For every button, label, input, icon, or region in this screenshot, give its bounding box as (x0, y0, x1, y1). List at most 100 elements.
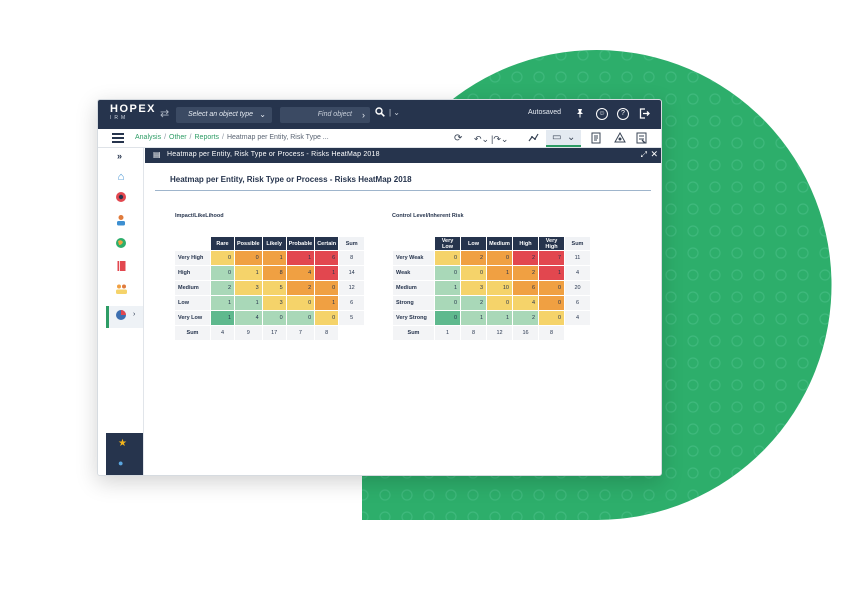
heatmap-cell[interactable]: 1 (210, 310, 235, 326)
find-object-input[interactable]: Find object › (280, 107, 370, 123)
heatmap-cell[interactable]: 0 (234, 250, 263, 266)
heatmap-cell[interactable]: 7 (538, 250, 565, 266)
heatmap-column-sum: 16 (512, 325, 539, 341)
book-icon[interactable] (106, 260, 136, 278)
heatmap-cell[interactable]: 2 (512, 265, 539, 281)
heatmap-cell[interactable]: 2 (285, 280, 316, 296)
heatmap-row: Very Low 1 4 0 0 0 5 (174, 310, 366, 326)
breadcrumb-other[interactable]: Other (169, 134, 187, 141)
close-icon[interactable]: ✕ (650, 149, 658, 159)
heatmap-cell[interactable]: 0 (314, 280, 340, 296)
star-icon[interactable]: ★ (118, 438, 127, 449)
report-icon[interactable] (636, 132, 647, 146)
heatmap-cell[interactable]: 1 (285, 250, 316, 266)
swap-icon[interactable]: ⇄ (160, 108, 170, 120)
heatmap-column-header: Likely (261, 236, 287, 251)
heatmap-cell[interactable]: 0 (210, 265, 235, 281)
heatmap-cell[interactable]: 1 (234, 295, 263, 311)
heatmap-column-header: Medium (486, 236, 513, 251)
heatmap-cell[interactable]: 1 (234, 265, 263, 281)
hopex-logo[interactable]: HOPEX IRM (110, 104, 156, 121)
search-options-chevron-icon[interactable]: | ⌄ (389, 108, 401, 117)
pin-icon[interactable] (574, 108, 586, 120)
heatmap-cell[interactable]: 5 (261, 280, 287, 296)
heatmap-cell[interactable]: 3 (261, 295, 287, 311)
heatmap-cell[interactable]: 8 (261, 265, 287, 281)
heatmap-cell[interactable]: 1 (486, 310, 513, 326)
heatmap-cell[interactable]: 1 (314, 265, 340, 281)
logout-icon[interactable] (638, 108, 650, 120)
heatmap-cell[interactable]: 2 (512, 250, 539, 266)
heatmap-cell[interactable]: 4 (512, 295, 539, 311)
people-icon[interactable] (106, 283, 136, 301)
world-icon[interactable]: ● (118, 458, 124, 468)
heatmap-cell[interactable]: 2 (210, 280, 235, 296)
sidebar-item-analysis[interactable]: › (106, 306, 143, 328)
heatmap-corner (393, 237, 435, 251)
heatmap-cell[interactable]: 4 (234, 310, 263, 326)
heatmap-cell[interactable]: 1 (210, 295, 235, 311)
heatmap-cell[interactable]: 2 (512, 310, 539, 326)
refresh-icon[interactable]: ⟳ (454, 133, 463, 144)
collapse-sidebar-icon[interactable]: » (117, 151, 123, 161)
heatmap-cell[interactable]: 3 (460, 280, 487, 296)
user-icon[interactable]: ☺ (596, 108, 608, 120)
heatmap-cell[interactable]: 4 (285, 265, 316, 281)
heatmap-cell[interactable]: 0 (285, 295, 316, 311)
heatmap-cell[interactable]: 0 (538, 310, 565, 326)
heatmap-row-label: Medium (174, 280, 211, 296)
heatmap-sum-corner (339, 326, 365, 341)
risk-icon[interactable] (106, 191, 136, 209)
document-icon: ▤ (153, 150, 161, 159)
graph-icon[interactable] (528, 132, 539, 146)
heatmap-cell[interactable]: 10 (486, 280, 513, 296)
heatmap-sum-corner (565, 326, 591, 341)
heatmap-cell[interactable]: 0 (434, 250, 461, 266)
undo-icon[interactable]: ↶⌄ (474, 134, 490, 144)
heatmap-cell[interactable]: 1 (314, 295, 340, 311)
heatmap-cell[interactable]: 0 (314, 310, 340, 326)
heatmap-cell[interactable]: 2 (460, 250, 487, 266)
heatmap-sum-row-label: Sum (174, 325, 211, 341)
view-icon[interactable]: ▭ ⌄ (546, 130, 582, 147)
breadcrumb-analysis[interactable]: Analysis (135, 134, 162, 141)
heatmap-cell[interactable]: 0 (434, 265, 461, 281)
heatmap-cell[interactable]: 6 (512, 280, 539, 296)
menu-icon[interactable] (112, 133, 124, 143)
heatmap-cell[interactable]: 0 (285, 310, 316, 326)
home-icon[interactable]: ⌂ (117, 171, 125, 183)
heatmap-cell[interactable]: 1 (486, 265, 513, 281)
heatmap-cell[interactable]: 0 (486, 295, 513, 311)
breadcrumb-reports[interactable]: Reports (194, 134, 220, 141)
app-window: HOPEX IRM ⇄ Select an object type ⌄ Find… (97, 99, 662, 476)
search-icon[interactable] (375, 107, 385, 120)
heatmap-cell[interactable]: 0 (434, 295, 461, 311)
heatmap-cell[interactable]: 0 (210, 250, 235, 266)
heatmap-cell[interactable]: 0 (486, 250, 513, 266)
globe-icon[interactable] (106, 237, 136, 255)
network-icon[interactable] (614, 131, 626, 146)
heatmap-cell[interactable]: 6 (314, 250, 340, 266)
help-icon[interactable]: ? (617, 108, 629, 120)
heatmap-cell[interactable]: 2 (460, 295, 487, 311)
chevron-right-icon[interactable]: › (362, 110, 365, 120)
heatmap-cell[interactable]: 1 (460, 310, 487, 326)
heatmap-cell[interactable]: 0 (538, 295, 565, 311)
redo-icon[interactable]: |↷⌄ (491, 134, 509, 144)
heatmap-cell[interactable]: 0 (538, 280, 565, 296)
heatmap-cell[interactable]: 0 (434, 310, 461, 326)
heatmap-cell[interactable]: 0 (460, 265, 487, 281)
heatmap-cell[interactable]: 1 (434, 280, 461, 296)
heatmap-cell[interactable]: 1 (261, 250, 287, 266)
edit-report-icon[interactable] (591, 132, 602, 146)
object-type-select[interactable]: Select an object type ⌄ (176, 107, 272, 123)
heatmap2-label: Control Level/Inherent Risk (392, 213, 464, 219)
person-icon[interactable] (106, 214, 136, 232)
expand-icon[interactable]: ⤢ (640, 150, 647, 159)
breadcrumb-current: Heatmap per Entity, Risk Type ... (226, 134, 329, 141)
heatmap-cell[interactable]: 1 (538, 265, 565, 281)
heatmap-cell[interactable]: 3 (234, 280, 263, 296)
heatmap-cell[interactable]: 0 (261, 310, 287, 326)
heatmap-column-header: Very High (538, 236, 565, 251)
heatmap-row-sum: 20 (564, 280, 591, 296)
